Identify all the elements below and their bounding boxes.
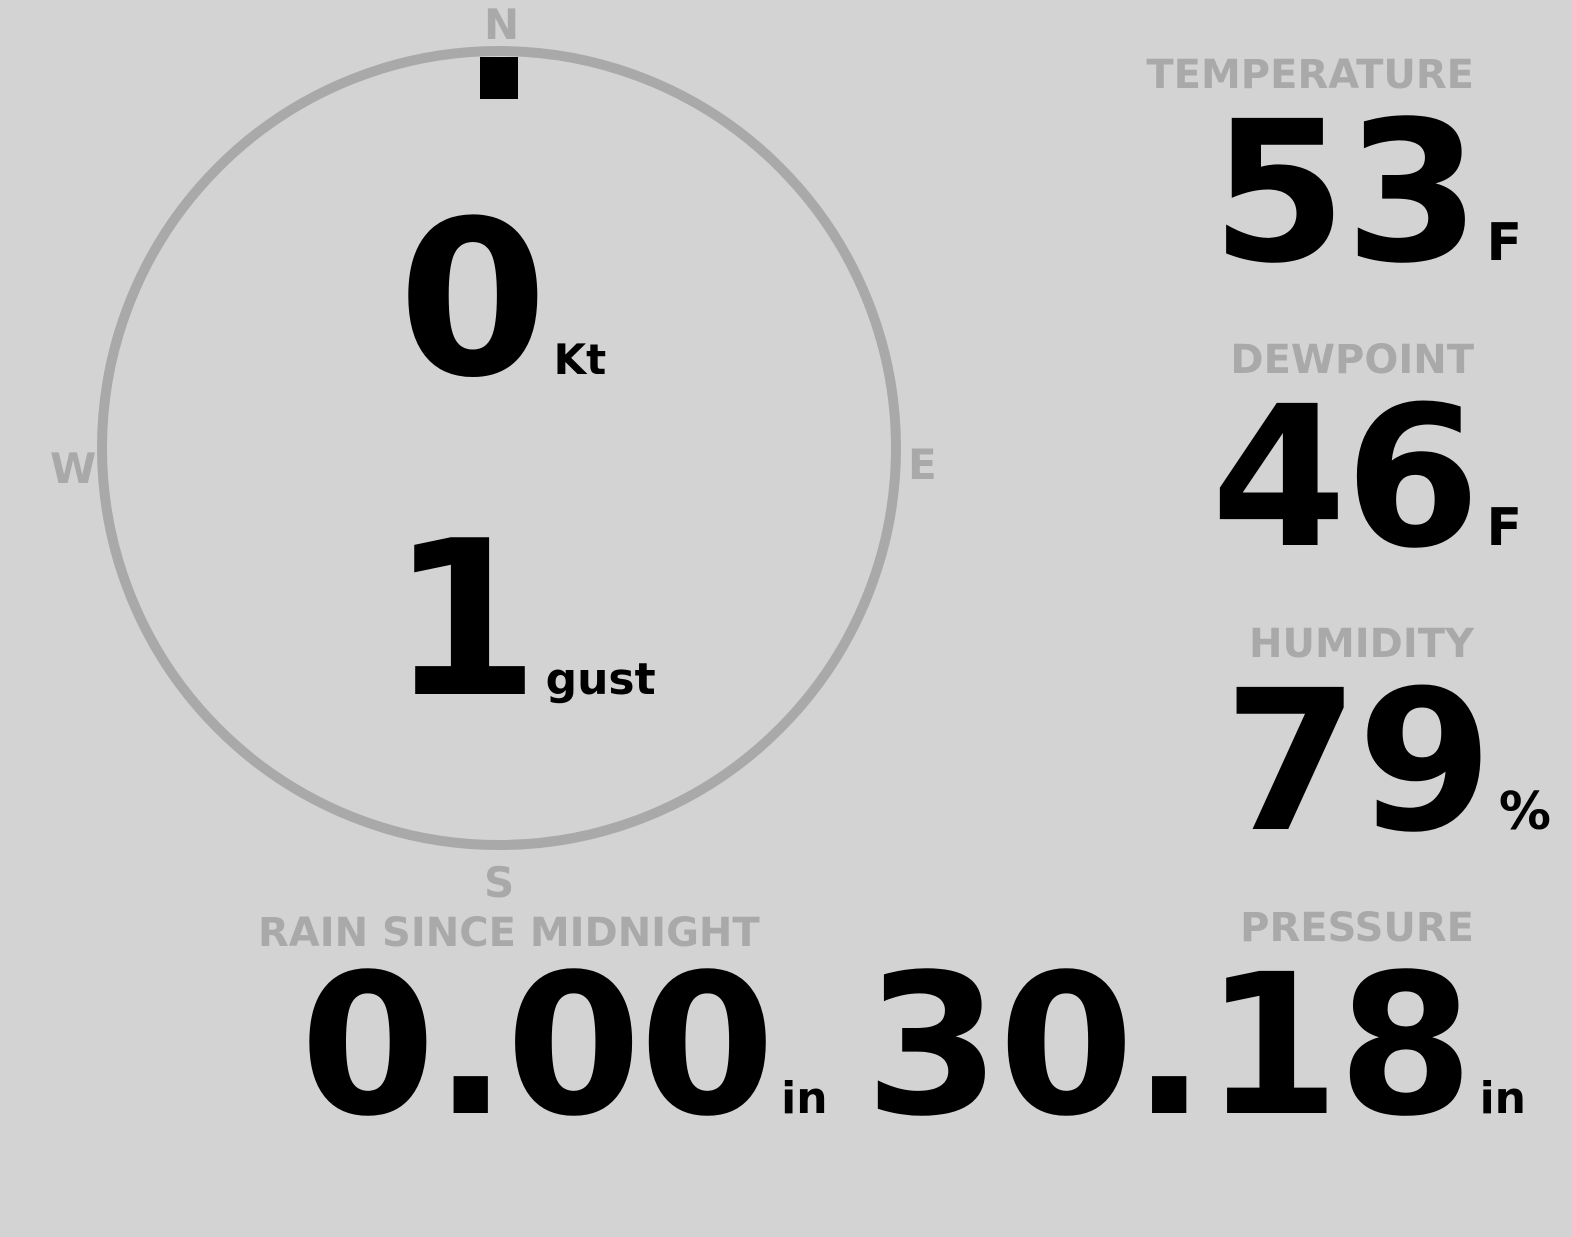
dewpoint-value: 46 xyxy=(1211,364,1480,591)
rain-value: 0.00 xyxy=(300,932,775,1159)
compass-north: N xyxy=(484,0,520,49)
compass-ring xyxy=(97,46,901,850)
rain-row: 0.00 in xyxy=(300,948,828,1143)
wind-speed-row: 0 Kt xyxy=(398,192,606,407)
temperature-row: 53 F xyxy=(1211,95,1522,290)
compass-west: W xyxy=(50,444,97,493)
compass-south: S xyxy=(484,858,515,907)
wind-speed: 0 xyxy=(398,174,548,425)
wind-compass xyxy=(97,46,901,850)
pressure-value: 30.18 xyxy=(864,932,1474,1159)
humidity-unit: % xyxy=(1498,782,1551,842)
wind-gust-unit: gust xyxy=(545,654,656,705)
temperature-unit: F xyxy=(1486,213,1522,273)
wind-speed-unit: Kt xyxy=(553,335,607,384)
temperature-label: TEMPERATURE xyxy=(1146,52,1474,98)
rain-unit: in xyxy=(781,1073,828,1124)
pressure-label: PRESSURE xyxy=(1240,905,1474,951)
temperature-value: 53 xyxy=(1211,79,1480,306)
compass-east: E xyxy=(908,440,937,489)
humidity-value: 79 xyxy=(1223,648,1493,875)
wind-direction-marker xyxy=(480,57,518,99)
humidity-label: HUMIDITY xyxy=(1249,621,1474,667)
pressure-unit: in xyxy=(1479,1073,1526,1124)
dewpoint-label: DEWPOINT xyxy=(1230,337,1474,383)
rain-label: RAIN SINCE MIDNIGHT xyxy=(258,910,760,956)
wind-gust-row: 1 gust xyxy=(390,512,656,727)
dewpoint-row: 46 F xyxy=(1211,380,1522,575)
pressure-row: 30.18 in xyxy=(865,948,1526,1143)
humidity-row: 79 % xyxy=(1224,664,1551,859)
dewpoint-unit: F xyxy=(1486,498,1522,558)
wind-gust: 1 xyxy=(390,494,540,745)
